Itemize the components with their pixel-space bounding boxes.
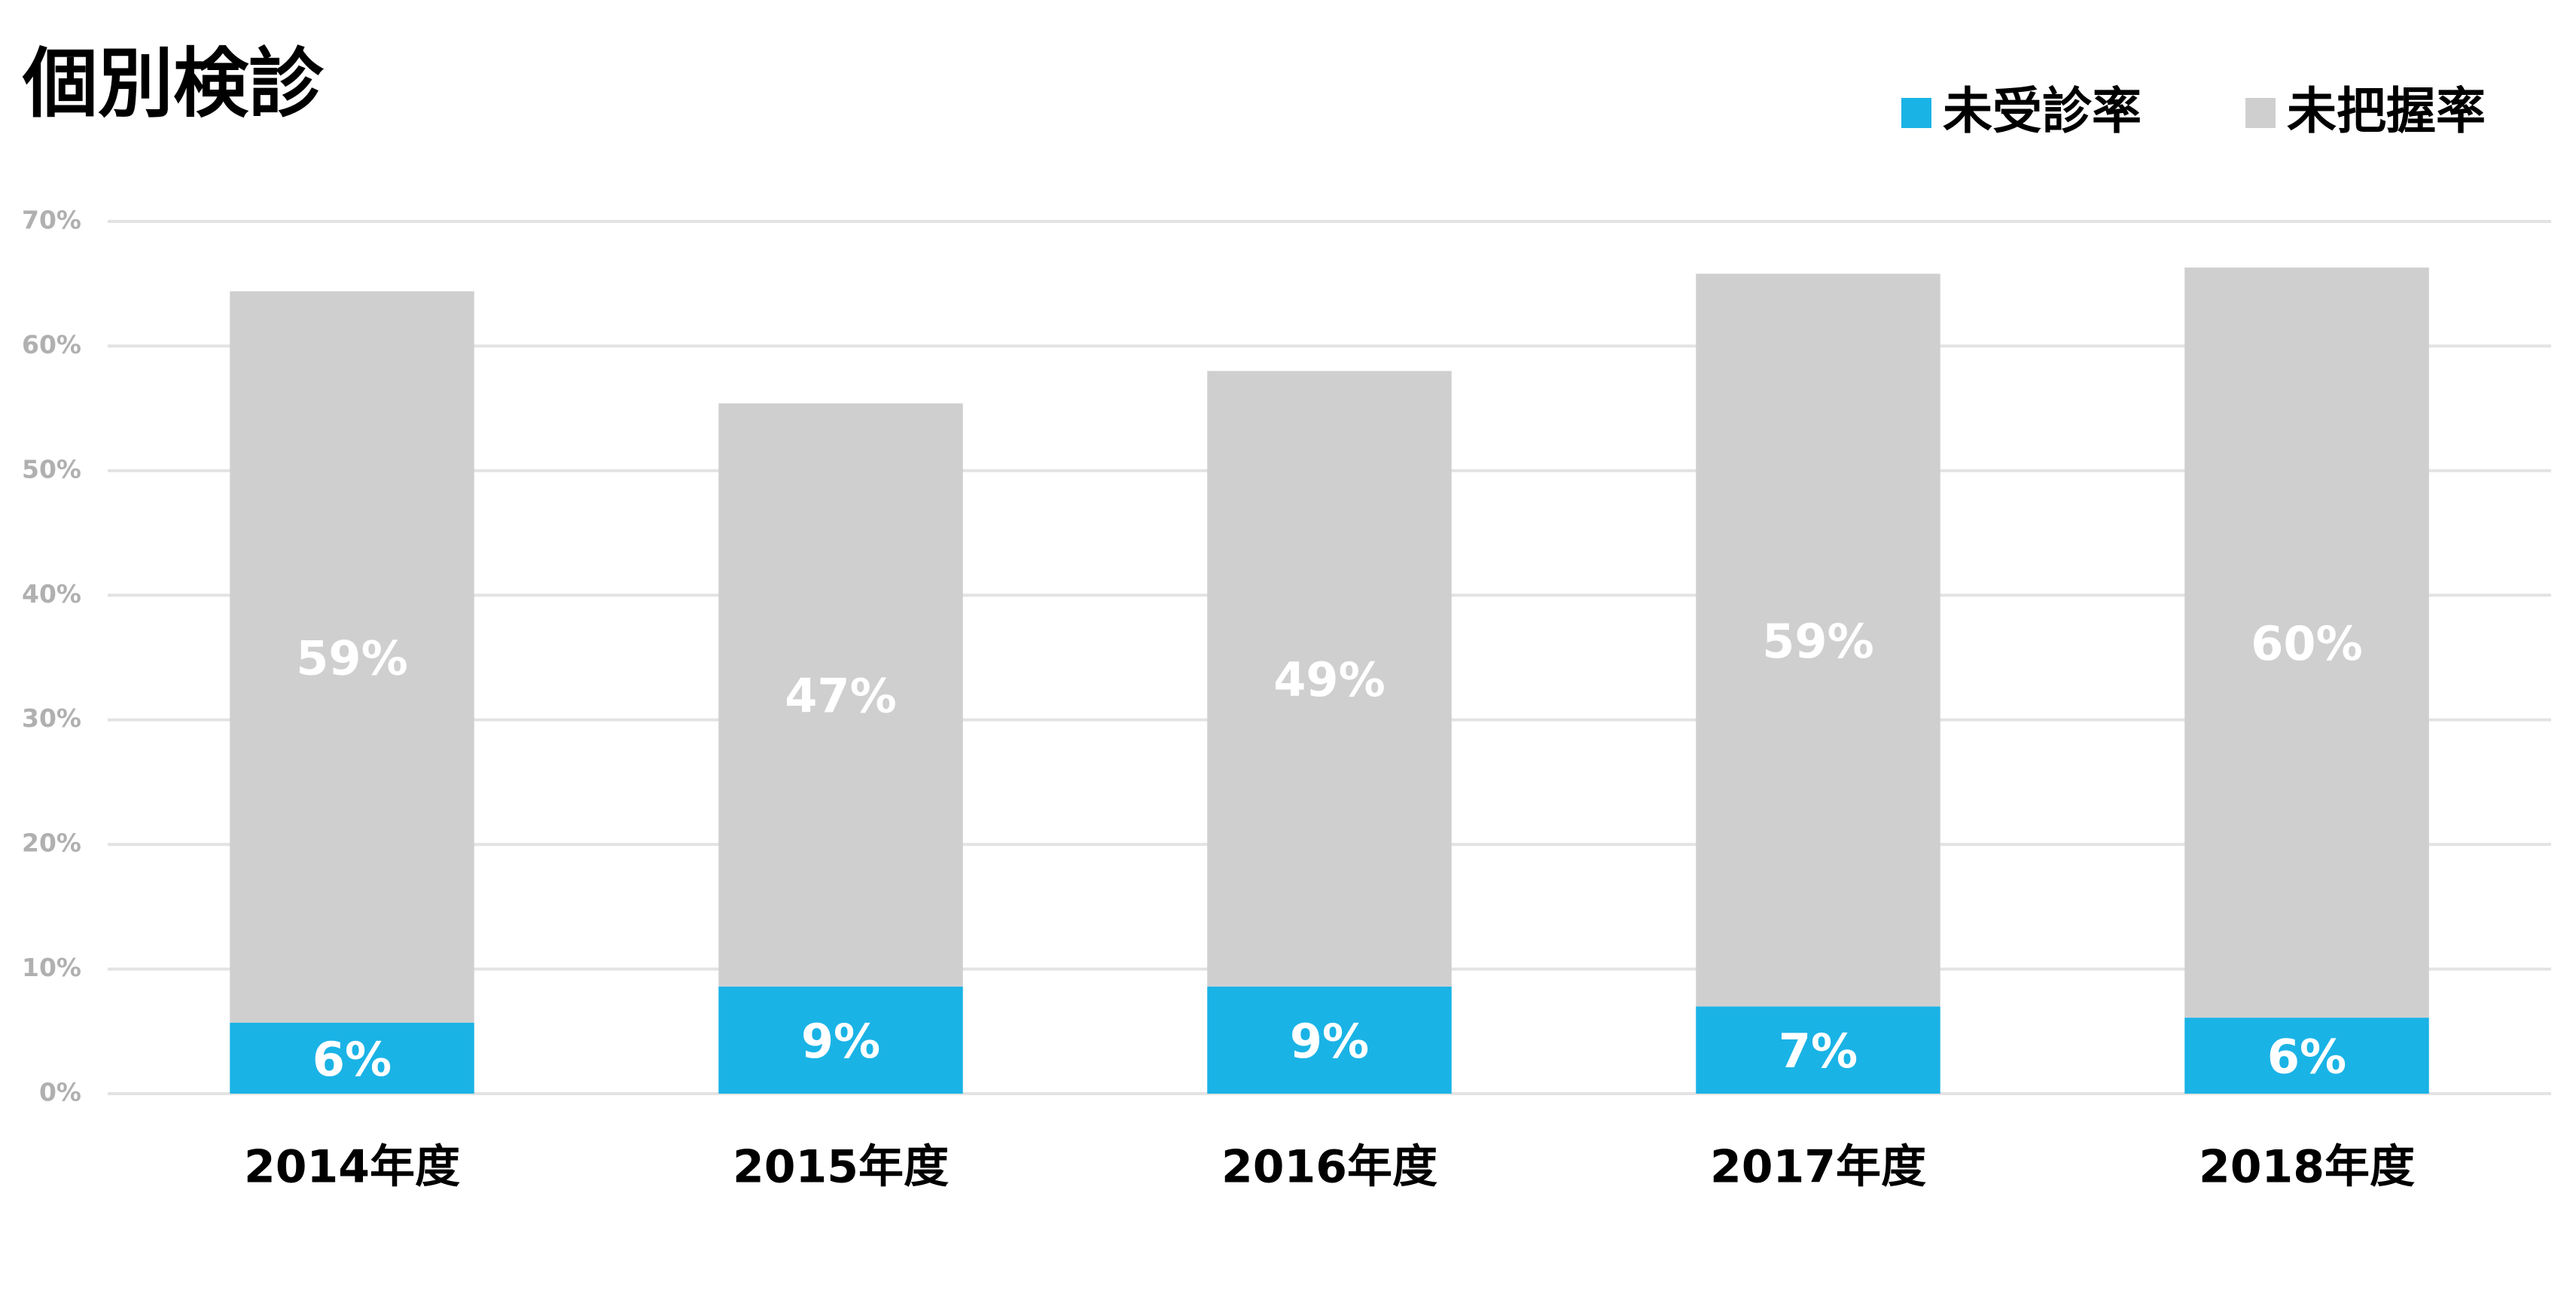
bar-segment — [1696, 273, 1940, 1007]
chart-title: 個別検診 — [22, 39, 325, 127]
y-tick-label: 60% — [22, 330, 81, 359]
x-tick-label: 2014年度 — [244, 1141, 460, 1194]
value-label: 9% — [801, 1014, 880, 1069]
x-tick-label: 2016年度 — [1221, 1141, 1437, 1194]
y-tick-label: 40% — [22, 579, 81, 609]
value-label: 6% — [2267, 1030, 2346, 1085]
legend-swatch — [2245, 98, 2276, 128]
bar-segment — [1207, 986, 1452, 1094]
value-label: 49% — [1273, 652, 1385, 707]
y-tick-label: 70% — [22, 206, 81, 235]
bar-segment — [2184, 267, 2429, 1018]
y-tick-label: 20% — [22, 829, 81, 858]
value-label: 59% — [1762, 614, 1873, 669]
y-tick-label: 30% — [22, 703, 81, 733]
bar-segment — [230, 1022, 474, 1094]
y-tick-label: 10% — [22, 953, 81, 982]
bar-segment — [1207, 371, 1452, 987]
y-tick-label: 50% — [22, 454, 81, 484]
x-tick-label: 2018年度 — [2199, 1141, 2415, 1194]
bar-segment — [2184, 1018, 2429, 1094]
legend-label: 未把握率 — [2287, 82, 2486, 140]
value-label: 47% — [785, 669, 896, 724]
value-label: 59% — [296, 630, 407, 685]
bar-segment — [1696, 1006, 1940, 1094]
bar-segment — [718, 986, 963, 1094]
bar-segment — [230, 291, 474, 1023]
value-label: 60% — [2251, 616, 2362, 671]
y-tick-label: 0% — [39, 1078, 81, 1107]
value-label: 6% — [312, 1032, 392, 1087]
bar-segment — [718, 403, 963, 987]
value-label: 9% — [1290, 1014, 1369, 1069]
x-tick-label: 2015年度 — [733, 1141, 949, 1194]
value-label: 7% — [1779, 1024, 1858, 1079]
legend-label: 未受診率 — [1943, 82, 2142, 140]
legend-swatch — [1901, 98, 1931, 128]
x-tick-label: 2017年度 — [1710, 1141, 1926, 1194]
